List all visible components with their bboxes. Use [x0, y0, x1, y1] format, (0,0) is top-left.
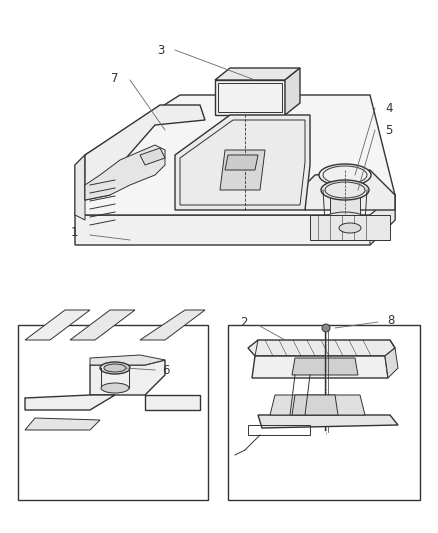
- Polygon shape: [175, 115, 310, 210]
- Polygon shape: [75, 155, 85, 220]
- Polygon shape: [85, 145, 165, 200]
- Text: 5: 5: [385, 124, 392, 136]
- Ellipse shape: [322, 324, 330, 332]
- Polygon shape: [330, 185, 360, 220]
- Polygon shape: [75, 95, 395, 215]
- Polygon shape: [285, 68, 300, 115]
- Polygon shape: [220, 150, 265, 190]
- Ellipse shape: [319, 164, 371, 186]
- Polygon shape: [25, 418, 100, 430]
- Ellipse shape: [101, 383, 129, 393]
- Text: 1: 1: [71, 227, 78, 239]
- Polygon shape: [252, 356, 388, 378]
- Polygon shape: [248, 340, 395, 356]
- Bar: [228, 325, 420, 500]
- Polygon shape: [292, 358, 358, 375]
- Text: 3: 3: [158, 44, 165, 56]
- Polygon shape: [215, 68, 300, 80]
- Polygon shape: [140, 310, 205, 340]
- Bar: [18, 325, 208, 500]
- Text: 2: 2: [240, 316, 248, 328]
- Polygon shape: [385, 348, 398, 378]
- Polygon shape: [225, 155, 258, 170]
- Ellipse shape: [339, 223, 361, 233]
- Polygon shape: [90, 360, 165, 395]
- Polygon shape: [140, 148, 165, 165]
- Polygon shape: [25, 310, 90, 340]
- Text: 8: 8: [387, 313, 394, 327]
- Polygon shape: [370, 195, 395, 245]
- Polygon shape: [70, 310, 135, 340]
- Ellipse shape: [323, 212, 367, 228]
- Ellipse shape: [104, 364, 126, 372]
- Ellipse shape: [321, 180, 369, 200]
- Polygon shape: [90, 355, 165, 365]
- Polygon shape: [305, 170, 395, 210]
- Text: 4: 4: [385, 101, 392, 115]
- Text: 6: 6: [162, 364, 170, 376]
- Ellipse shape: [100, 362, 130, 374]
- Polygon shape: [310, 215, 390, 240]
- Polygon shape: [85, 105, 205, 200]
- Polygon shape: [258, 415, 398, 428]
- Polygon shape: [75, 195, 395, 245]
- Polygon shape: [270, 395, 365, 415]
- Polygon shape: [292, 395, 338, 415]
- Polygon shape: [215, 80, 285, 115]
- Text: 7: 7: [110, 71, 118, 85]
- Polygon shape: [145, 395, 200, 410]
- Polygon shape: [25, 395, 115, 410]
